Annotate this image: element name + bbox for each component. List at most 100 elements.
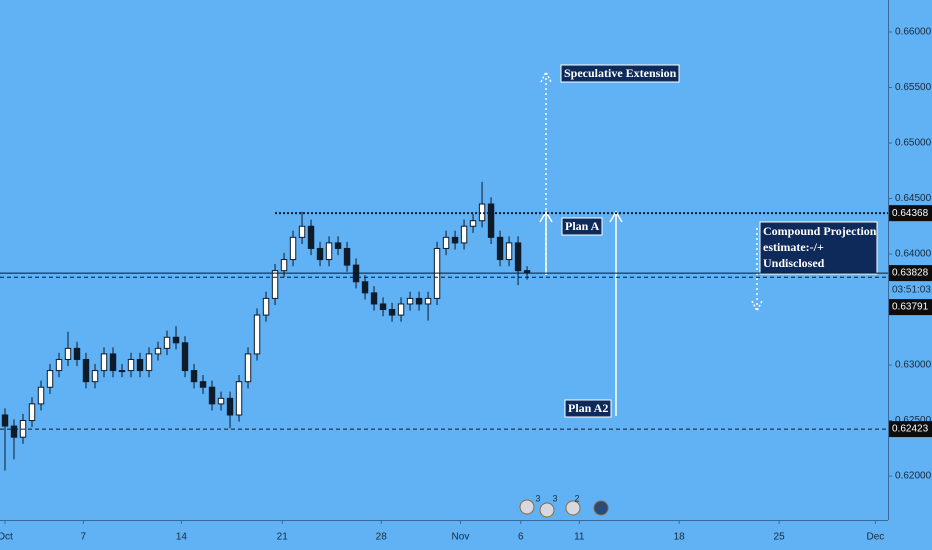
candle-body [100,353,108,372]
x-tick-label: Oct [0,532,13,543]
price-label: 0.63828 [892,268,929,279]
x-tick-label: 21 [277,532,289,543]
price-label: 0.62423 [892,424,929,435]
candle-body [208,386,216,405]
candle-body [271,270,279,299]
annotations: Speculative Extension Plan A Plan A2 Com… [560,64,878,418]
candle-body [10,425,18,438]
candle-body [388,309,396,316]
x-tick-label: Nov [452,532,470,543]
y-tick-label: 0.65000 [895,138,932,149]
price-label: 0.63791 [892,302,929,313]
price-label-box [889,205,932,222]
candle-body [118,370,126,373]
y-tick-label: 0.66000 [895,27,932,38]
candle-body [145,353,153,372]
countdown: 03:51:03 [892,285,931,296]
candle-body [253,314,261,355]
x-tick-label: 14 [176,532,188,543]
y-tick-label: 0.63000 [895,360,932,371]
candle-body [154,347,162,355]
annotation: Compound Projection [763,224,877,238]
x-tick-label: Dec [867,532,885,543]
annotation: Plan A [565,219,600,233]
event-icon [519,499,535,515]
candle-body [361,281,369,294]
annotation-box [561,217,603,236]
candle-body [109,353,117,372]
candle-body [136,358,144,372]
y-tick-label: 0.62000 [895,471,932,482]
candle-body [64,347,72,360]
candle-body [244,353,252,383]
price-label-box [889,421,932,438]
candle-body [334,242,342,249]
candle-body [1,414,9,427]
candle-body [91,370,99,383]
candle-body [442,236,450,249]
candle-body [127,358,135,372]
candle-body [190,370,198,383]
candle-body [451,236,459,244]
countdown-box [889,282,932,299]
price-label-box [889,265,932,282]
x-tick-label: 25 [774,532,786,543]
candle-body [181,342,189,372]
candle-body [37,386,45,405]
x-tick-label: 6 [518,532,524,543]
candle-body [28,403,36,422]
event-count: 2 [574,493,579,503]
y-tick-label: 0.64000 [895,249,932,260]
candle-body [172,336,180,344]
candle-body [487,203,495,238]
candle-body [163,336,171,349]
arrow-head [609,210,623,223]
candle-body [370,292,378,305]
candle-body [199,381,207,388]
price-label: 0.64368 [892,208,929,219]
arrow-head [539,210,553,223]
candle-body [514,242,522,272]
event-icons: 3 3 2 [519,493,609,518]
candle-body [415,297,423,305]
candle-body [523,270,531,274]
annotation: Speculative Extension [564,66,677,80]
candle-body [226,397,234,416]
x-tick-label: 11 [574,532,585,543]
event-count: 3 [535,493,540,503]
price-label-box [889,299,932,316]
annotation-arrows [539,70,763,416]
event-count: 3 [552,493,557,503]
candle-body [469,220,477,227]
annotation: estimate:-/+ [763,240,824,254]
candle-body [262,297,270,316]
candle-body [298,225,306,238]
x-tick-label: 7 [81,532,87,543]
y-tick-label: 0.65500 [895,82,932,93]
x-tick-label: 18 [674,532,686,543]
candle-body [316,247,324,261]
candle-body [460,225,468,244]
candle-body [406,297,414,305]
candle-body [496,236,504,261]
event-icon [593,500,609,516]
candle-body [343,247,351,266]
candle-body [73,347,81,360]
candle-body [379,303,387,311]
annotation: Plan A2 [568,401,608,415]
candle-body [289,236,297,261]
candle-body [55,358,63,372]
event-icon [539,502,555,518]
candle-body [505,242,513,261]
candle-body [217,397,225,405]
candle-body [46,370,54,388]
annotation-box [564,399,612,418]
x-tick-label: 28 [376,532,388,543]
candle-body [307,225,315,249]
candle-body [325,242,333,261]
candle-body [82,358,90,383]
annotation-box [759,221,878,275]
event-icon [565,500,581,516]
